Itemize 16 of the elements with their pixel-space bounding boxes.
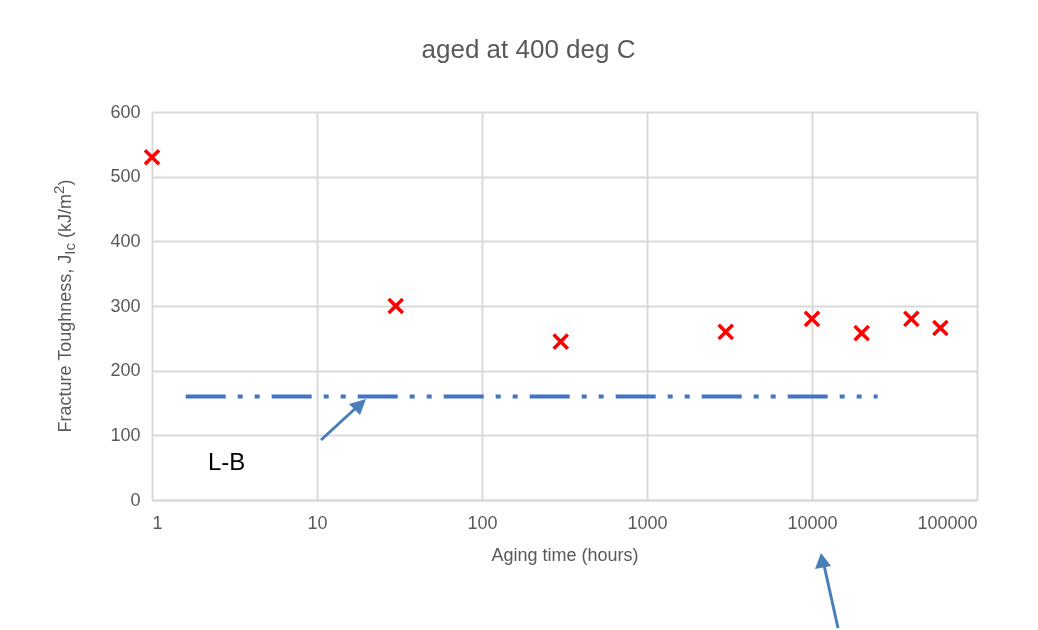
chart-title: aged at 400 deg C [421,34,636,64]
x-tick-label: 1000 [627,512,668,533]
x-tick-label: 1 [152,512,163,533]
y-tick-label: 0 [130,489,141,510]
x-tick-label: 100 [467,512,498,533]
y-tick-label: 200 [110,360,141,381]
y-tick-label: 300 [110,295,141,316]
y-tick-label: 500 [110,166,141,187]
x-tick-label: 10 [307,512,328,533]
x-axis-title: Aging time (hours) [491,544,639,565]
y-tick-label: 400 [110,230,141,251]
y-tick-label: 600 [110,101,141,122]
y-tick-label: 100 [110,424,141,445]
x-tick-label: 10000 [787,512,838,533]
x-tick-label: 100000 [917,512,978,533]
annotation: L-B [208,448,246,476]
